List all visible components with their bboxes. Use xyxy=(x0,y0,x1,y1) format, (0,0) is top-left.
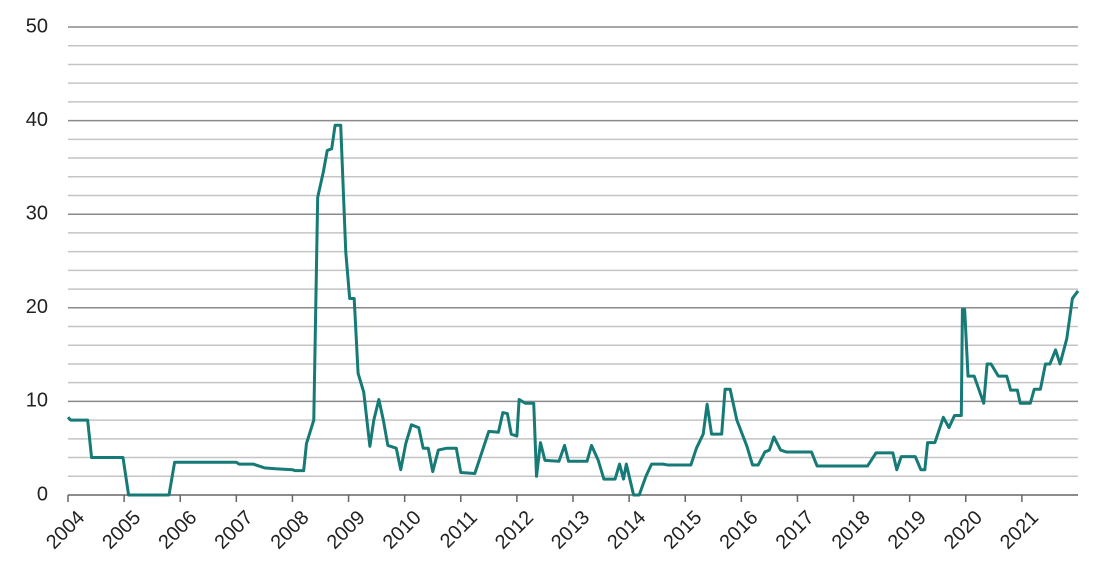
x-tick-label: 2014 xyxy=(603,507,650,554)
x-tick-label: 2009 xyxy=(323,507,370,554)
x-tick-label: 2004 xyxy=(42,507,89,554)
x-tick-label: 2007 xyxy=(210,507,257,554)
x-tick-label: 2016 xyxy=(715,507,762,554)
x-tick-label: 2005 xyxy=(98,507,145,554)
y-tick-label: 40 xyxy=(26,109,48,131)
x-tick-label: 2018 xyxy=(828,507,875,554)
x-tick-label: 2021 xyxy=(996,507,1043,554)
y-tick-label: 0 xyxy=(37,483,48,505)
x-tick-label: 2006 xyxy=(154,507,201,554)
y-tick-label: 20 xyxy=(26,296,48,318)
x-tick-label: 2013 xyxy=(547,507,594,554)
y-tick-label: 30 xyxy=(26,202,48,224)
x-tick-label: 2008 xyxy=(267,507,314,554)
x-tick-label: 2019 xyxy=(884,507,931,554)
x-tick-label: 2015 xyxy=(659,507,706,554)
x-tick-label: 2017 xyxy=(772,507,819,554)
y-tick-label: 50 xyxy=(26,15,48,37)
x-tick-label: 2012 xyxy=(491,507,538,554)
y-tick-label: 10 xyxy=(26,390,48,412)
x-tick-label: 2010 xyxy=(379,507,426,554)
x-tick-label: 2020 xyxy=(940,507,987,554)
x-tick-label: 2011 xyxy=(436,507,482,553)
data-line xyxy=(66,123,1080,497)
